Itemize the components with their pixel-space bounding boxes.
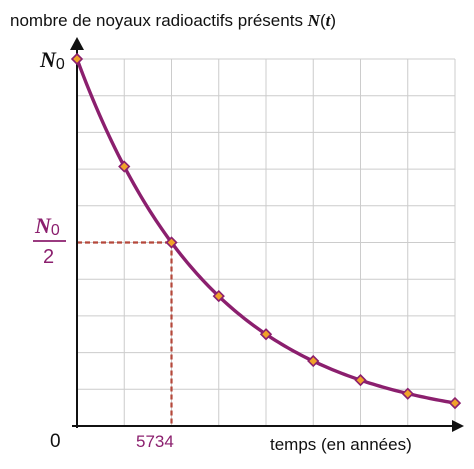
x-tick-half-life: 5734 <box>136 432 174 451</box>
data-point <box>401 387 414 400</box>
y-tick-half-denominator: 2 <box>43 246 54 268</box>
data-point <box>448 396 462 410</box>
data-markers <box>70 52 462 410</box>
data-point <box>70 52 84 66</box>
data-point <box>259 328 273 341</box>
data-point <box>307 354 320 368</box>
y-tick-half-numerator: N0 <box>34 213 60 239</box>
data-point <box>354 373 367 387</box>
y-axis-arrow <box>70 37 84 50</box>
y-axis-label: nombre de noyaux radioactifs présents N(… <box>10 11 336 30</box>
data-point <box>165 236 178 249</box>
origin-label: 0 <box>50 431 61 452</box>
data-point <box>212 289 225 303</box>
grid <box>77 58 456 426</box>
half-life-guides <box>77 241 173 426</box>
y-tick-n0: N0 <box>39 47 65 73</box>
x-axis-arrow <box>452 420 464 432</box>
y-tick-n0-half: N0 2 <box>33 213 66 268</box>
data-point <box>118 160 131 173</box>
x-axis-label: temps (en années) <box>270 435 412 454</box>
